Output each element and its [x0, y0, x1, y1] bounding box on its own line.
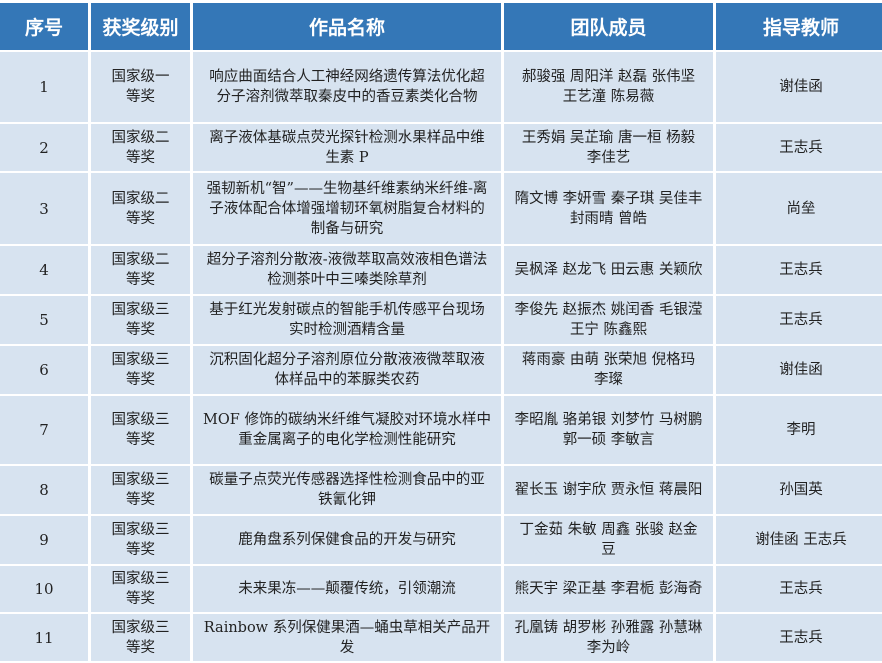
advisor: 王志兵 — [716, 566, 882, 612]
table-row: 5 国家级三等奖 基于红光发射碳点的智能手机传感平台现场实时检测酒精含量 李俊先 赵振… — [0, 296, 882, 344]
table-row: 9 国家级三等奖 鹿角盘系列保健食品的开发与研究 丁金茹 朱敏 周鑫 张骏 赵金豆 谢佳… — [0, 516, 882, 564]
work-title: 响应曲面结合人工神经网络遗传算法优化超分子溶剂微萃取秦皮中的香豆素类化合物 — [193, 52, 501, 122]
award-level: 国家级三等奖 — [91, 614, 190, 661]
team-members: 吴枫泽 赵龙飞 田云惠 关颖欣 — [504, 246, 713, 294]
award-level: 国家级一等奖 — [91, 52, 190, 122]
advisor: 谢佳函 — [716, 346, 882, 394]
work-title: MOF 修饰的碳纳米纤维气凝胶对环境水样中重金属离子的电化学检测性能研究 — [193, 396, 501, 464]
team-members: 熊天宇 梁正基 李君栀 彭海奇 — [504, 566, 713, 612]
advisor: 李明 — [716, 396, 882, 464]
team-members: 丁金茹 朱敏 周鑫 张骏 赵金豆 — [504, 516, 713, 564]
advisor: 王志兵 — [716, 246, 882, 294]
row-number: 2 — [0, 124, 88, 171]
award-level: 国家级三等奖 — [91, 466, 190, 514]
team-members: 蒋雨豪 由萌 张荣旭 倪格玛 李璨 — [504, 346, 713, 394]
table-row: 6 国家级三等奖 沉积固化超分子溶剂原位分散液液微萃取液体样品中的苯脲类农药 蒋雨豪 … — [0, 346, 882, 394]
team-members: 隋文博 李妍雪 秦子琪 吴佳丰 封雨晴 曾皓 — [504, 173, 713, 244]
row-number: 5 — [0, 296, 88, 344]
team-members: 郝骏强 周阳洋 赵磊 张伟坚 王艺潼 陈易薇 — [504, 52, 713, 122]
row-number: 7 — [0, 396, 88, 464]
team-members: 翟长玉 谢宇欣 贾永恒 蒋晨阳 — [504, 466, 713, 514]
advisor: 谢佳函 — [716, 52, 882, 122]
table-row: 7 国家级三等奖 MOF 修饰的碳纳米纤维气凝胶对环境水样中重金属离子的电化学检测性… — [0, 396, 882, 464]
award-level: 国家级二等奖 — [91, 124, 190, 171]
advisor: 尚垒 — [716, 173, 882, 244]
row-number: 9 — [0, 516, 88, 564]
table-row: 2 国家级二等奖 离子液体基碳点荧光探针检测水果样品中维生素 P 王秀娟 吴芷瑜 唐一… — [0, 124, 882, 171]
work-title: 鹿角盘系列保健食品的开发与研究 — [193, 516, 501, 564]
row-number: 3 — [0, 173, 88, 244]
row-number: 11 — [0, 614, 88, 661]
header-title: 作品名称 — [193, 3, 501, 50]
work-title: Rainbow 系列保健果酒—蛹虫草相关产品开发 — [193, 614, 501, 661]
table-row: 10 国家级三等奖 未来果冻——颠覆传统，引领潮流 熊天宇 梁正基 李君栀 彭海奇 王志… — [0, 566, 882, 612]
work-title: 强韧新机“智”——生物基纤维素纳米纤维-离子液体配合体增强增韧环氧树脂复合材料的… — [193, 173, 501, 244]
advisor: 王志兵 — [716, 124, 882, 171]
work-title: 超分子溶剂分散液-液微萃取高效液相色谱法检测茶叶中三嗪类除草剂 — [193, 246, 501, 294]
row-number: 4 — [0, 246, 88, 294]
advisor: 王志兵 — [716, 614, 882, 661]
table-row: 4 国家级二等奖 超分子溶剂分散液-液微萃取高效液相色谱法检测茶叶中三嗪类除草剂 吴枫… — [0, 246, 882, 294]
header-no: 序号 — [0, 3, 88, 50]
award-level: 国家级二等奖 — [91, 173, 190, 244]
row-number: 6 — [0, 346, 88, 394]
advisor: 王志兵 — [716, 296, 882, 344]
work-title: 碳量子点荧光传感器选择性检测食品中的亚铁氰化钾 — [193, 466, 501, 514]
table-row: 3 国家级二等奖 强韧新机“智”——生物基纤维素纳米纤维-离子液体配合体增强增韧环氧… — [0, 173, 882, 244]
award-level: 国家级三等奖 — [91, 296, 190, 344]
work-title: 沉积固化超分子溶剂原位分散液液微萃取液体样品中的苯脲类农药 — [193, 346, 501, 394]
award-level: 国家级三等奖 — [91, 396, 190, 464]
table-row: 1 国家级一等奖 响应曲面结合人工神经网络遗传算法优化超分子溶剂微萃取秦皮中的香豆素… — [0, 52, 882, 122]
team-members: 孔凰铸 胡罗彬 孙雅露 孙慧琳 李为岭 — [504, 614, 713, 661]
team-members: 李昭胤 骆弟银 刘梦竹 马树鹏 郭一硕 李敏言 — [504, 396, 713, 464]
award-level: 国家级二等奖 — [91, 246, 190, 294]
advisor: 孙国英 — [716, 466, 882, 514]
header-level: 获奖级别 — [91, 3, 190, 50]
work-title: 未来果冻——颠覆传统，引领潮流 — [193, 566, 501, 612]
row-number: 8 — [0, 466, 88, 514]
advisor: 谢佳函 王志兵 — [716, 516, 882, 564]
award-level: 国家级三等奖 — [91, 346, 190, 394]
award-level: 国家级三等奖 — [91, 516, 190, 564]
row-number: 1 — [0, 52, 88, 122]
header-advisor: 指导教师 — [716, 3, 882, 50]
team-members: 王秀娟 吴芷瑜 唐一桓 杨毅 李佳艺 — [504, 124, 713, 171]
header-row: 序号 获奖级别 作品名称 团队成员 指导教师 — [0, 3, 882, 50]
work-title: 基于红光发射碳点的智能手机传感平台现场实时检测酒精含量 — [193, 296, 501, 344]
table-row: 11 国家级三等奖 Rainbow 系列保健果酒—蛹虫草相关产品开发 孔凰铸 胡罗彬 … — [0, 614, 882, 661]
team-members: 李俊先 赵振杰 姚闰香 毛银滢 王宁 陈鑫熙 — [504, 296, 713, 344]
work-title: 离子液体基碳点荧光探针检测水果样品中维生素 P — [193, 124, 501, 171]
award-level: 国家级三等奖 — [91, 566, 190, 612]
header-members: 团队成员 — [504, 3, 713, 50]
row-number: 10 — [0, 566, 88, 612]
table-row: 8 国家级三等奖 碳量子点荧光传感器选择性检测食品中的亚铁氰化钾 翟长玉 谢宇欣 贾永… — [0, 466, 882, 514]
